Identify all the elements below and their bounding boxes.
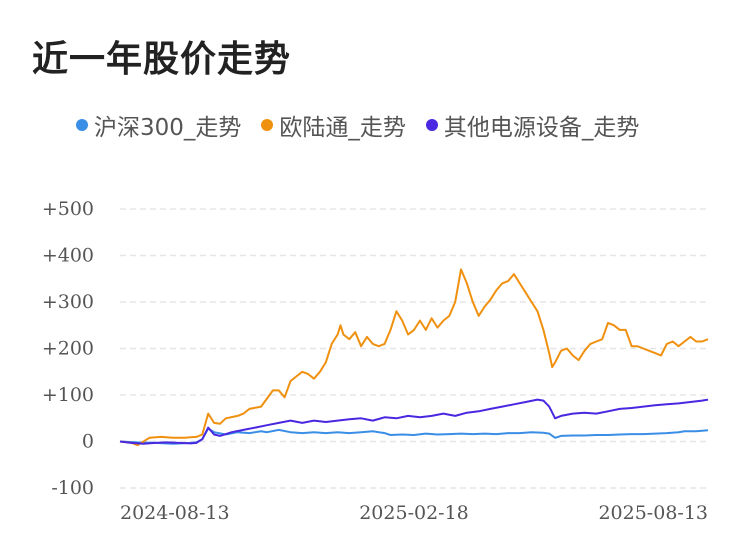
y-axis: +500 +400 +300 +200 +100 0 -100 [42, 198, 94, 499]
legend: 沪深300_走势 欧陆通_走势 其他电源设备_走势 [76, 108, 659, 142]
y-tick-label: +100 [42, 384, 94, 406]
x-tick-label: 2024-08-13 [120, 502, 230, 524]
x-tick-label: 2025-08-13 [598, 502, 708, 524]
legend-label: 欧陆通_走势 [279, 115, 406, 141]
x-tick-label: 2025-02-18 [359, 502, 469, 524]
grid-lines [120, 208, 708, 489]
series-lines [119, 268, 709, 447]
y-tick-label: +500 [42, 198, 94, 220]
legend-dot-icon [425, 119, 438, 131]
y-tick-label: 0 [82, 431, 94, 453]
legend-item-other-power[interactable]: 其他电源设备_走势 [425, 108, 640, 142]
series-line [119, 398, 709, 445]
legend-dot-icon [261, 119, 274, 131]
series-line [119, 268, 709, 447]
x-axis: 2024-08-13 2025-02-18 2025-08-13 [120, 502, 708, 524]
y-tick-label: -100 [51, 477, 94, 499]
legend-item-oulutong[interactable]: 欧陆通_走势 [261, 108, 406, 142]
chart-title: 近一年股价走势 [32, 39, 292, 80]
legend-dot-icon [76, 119, 88, 131]
y-tick-label: +300 [42, 291, 94, 313]
legend-label: 沪深300_走势 [94, 115, 242, 141]
y-tick-label: +200 [42, 338, 94, 360]
legend-item-csi300[interactable]: 沪深300_走势 [76, 108, 241, 142]
legend-label: 其他电源设备_走势 [443, 115, 640, 141]
y-tick-label: +400 [42, 245, 94, 267]
